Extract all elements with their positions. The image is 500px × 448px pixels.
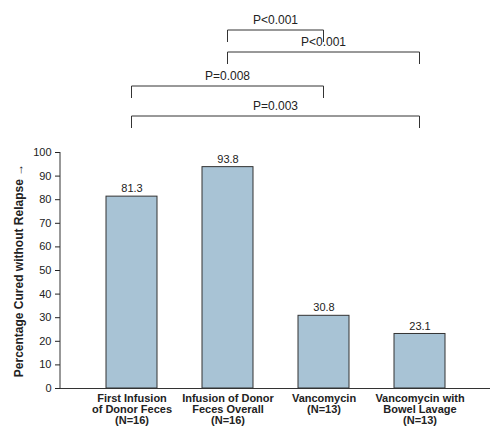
svg-text:Vancomycin(N=13): Vancomycin(N=13) (292, 392, 356, 415)
svg-text:P=0.003: P=0.003 (253, 99, 298, 113)
svg-text:0: 0 (45, 382, 51, 394)
svg-text:100: 100 (33, 146, 51, 158)
svg-text:80: 80 (39, 193, 51, 205)
svg-text:20: 20 (39, 335, 51, 347)
svg-text:70: 70 (39, 217, 51, 229)
svg-text:Vancomycin withBowel Lavage(N=: Vancomycin withBowel Lavage(N=13) (375, 392, 465, 426)
svg-text:23.1: 23.1 (409, 320, 430, 332)
svg-text:30: 30 (39, 311, 51, 323)
svg-text:90: 90 (39, 170, 51, 182)
svg-text:First Infusionof Donor Feces(N: First Infusionof Donor Feces(N=16) (92, 392, 172, 426)
svg-text:P<0.001: P<0.001 (253, 13, 298, 27)
svg-text:P=0.008: P=0.008 (205, 69, 250, 83)
svg-text:P<0.001: P<0.001 (301, 35, 346, 49)
svg-text:93.8: 93.8 (217, 153, 238, 165)
svg-text:Percentage Cured without Relap: Percentage Cured without Relapse → (12, 164, 26, 377)
svg-text:81.3: 81.3 (121, 182, 142, 194)
svg-text:30.8: 30.8 (313, 301, 334, 313)
svg-text:50: 50 (39, 264, 51, 276)
svg-text:40: 40 (39, 288, 51, 300)
svg-text:Infusion of DonorFeces Overall: Infusion of DonorFeces Overall(N=16) (182, 392, 274, 426)
svg-text:10: 10 (39, 358, 51, 370)
svg-text:60: 60 (39, 240, 51, 252)
